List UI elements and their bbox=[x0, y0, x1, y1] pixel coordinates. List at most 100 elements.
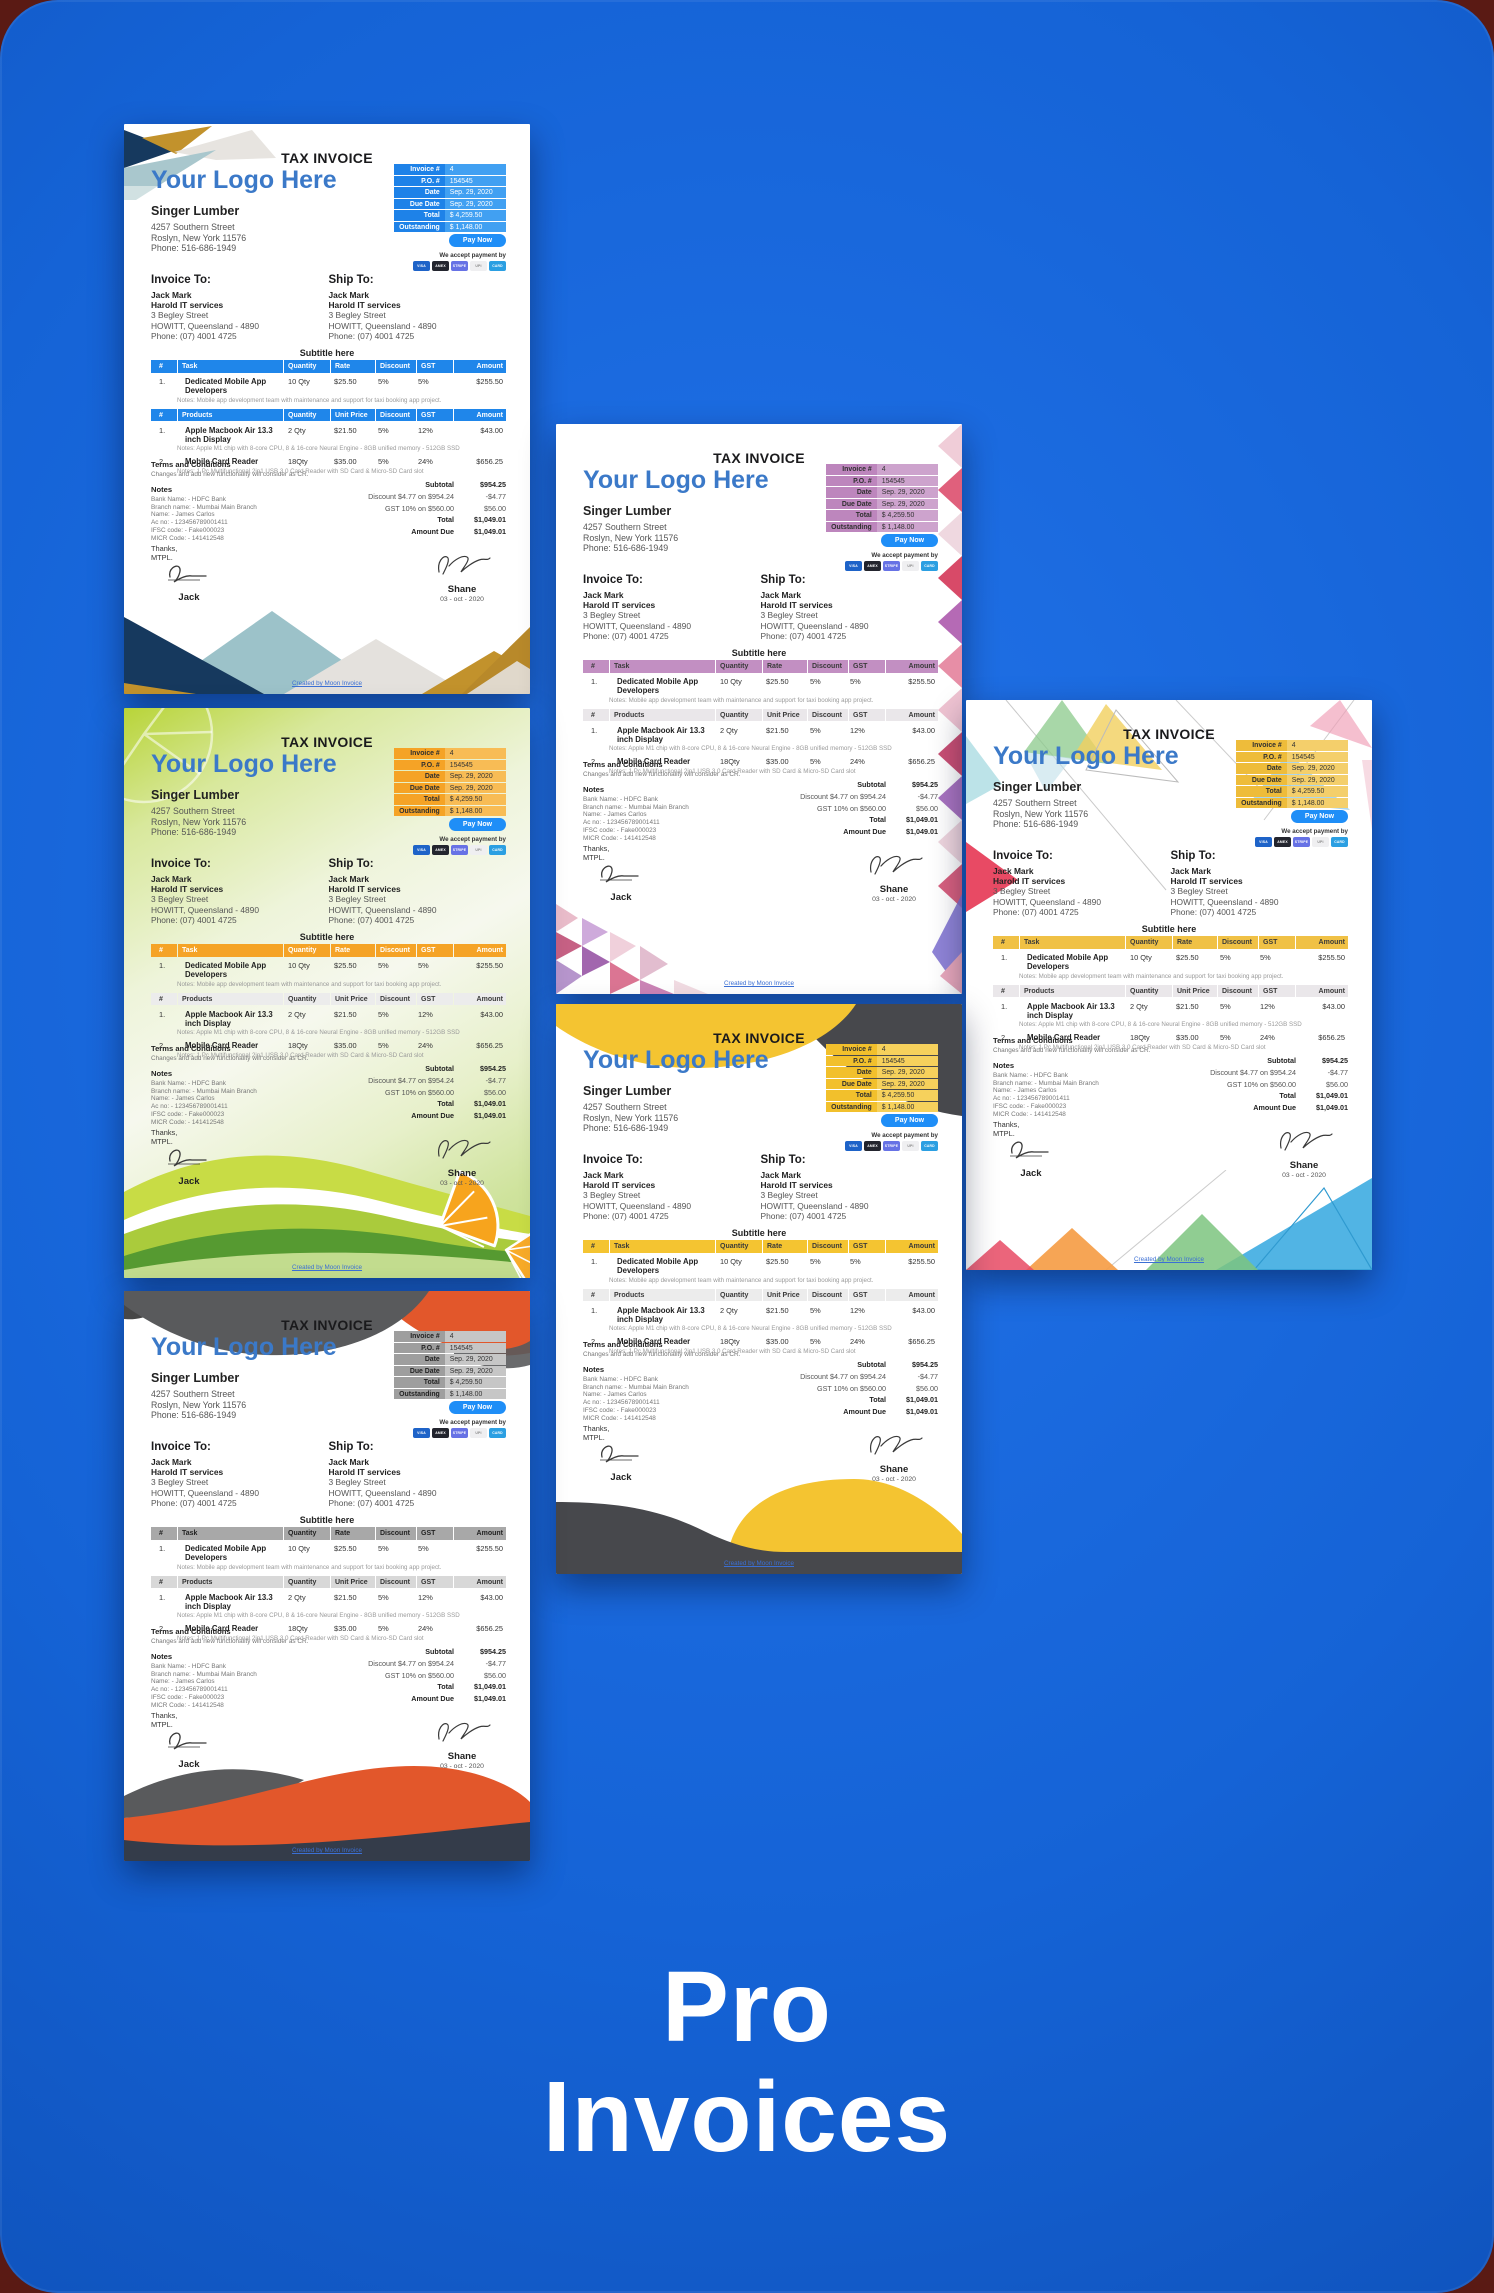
invoice-to-block: Invoice To: Jack Mark Harold IT services… bbox=[151, 1441, 329, 1508]
pay-now-button[interactable]: Pay Now bbox=[1291, 810, 1348, 823]
meta-label: Due Date bbox=[1236, 774, 1287, 785]
product-table-header: # Products Quantity Unit Price Discount … bbox=[151, 992, 506, 1005]
pay-now-button[interactable]: Pay Now bbox=[881, 534, 938, 547]
payment-badge-visa[interactable]: visa bbox=[413, 1428, 430, 1438]
payment-badge-stripe[interactable]: stripe bbox=[883, 1141, 900, 1151]
party-line: HOWITT, Queensland - 4890 bbox=[151, 1487, 259, 1498]
meta-row: Due Date Sep. 29, 2020 bbox=[826, 498, 938, 509]
party-line: Phone: (07) 4001 4725 bbox=[760, 1210, 847, 1221]
payment-badge-amex[interactable]: amex bbox=[864, 1141, 881, 1151]
payment-badge-card[interactable]: card bbox=[489, 261, 506, 271]
task-table-header: # Task Quantity Rate Discount GST Amount bbox=[151, 360, 506, 373]
header-cell: Discount bbox=[376, 1527, 416, 1540]
party-line: Jack Mark bbox=[993, 866, 1034, 876]
task-row: 1. Dedicated Mobile App Developers 10 Qt… bbox=[591, 1257, 935, 1275]
payment-badge-visa[interactable]: visa bbox=[413, 845, 430, 855]
party-line: Phone: (07) 4001 4725 bbox=[151, 1497, 237, 1508]
payment-badge-amex[interactable]: amex bbox=[432, 845, 449, 855]
product-row: 2. Mobile Card Reader 18Qty $35.00 5% 24… bbox=[159, 457, 503, 466]
company-address-line: 4257 Southern Street bbox=[151, 806, 235, 816]
payment-badge-upi[interactable]: upi bbox=[902, 561, 919, 571]
payment-badge-visa[interactable]: visa bbox=[845, 561, 862, 571]
note-line: Branch name: - Mumbai Main Branch bbox=[583, 803, 689, 811]
meta-value: 4 bbox=[444, 164, 506, 175]
payment-badge-visa[interactable]: visa bbox=[1255, 837, 1272, 847]
invoice-card-red-waves: TAX INVOICE Your Logo Here Singer Lumber… bbox=[124, 1291, 530, 1861]
pay-now-button[interactable]: Pay Now bbox=[881, 1114, 938, 1127]
meta-row: Date Sep. 29, 2020 bbox=[826, 487, 938, 498]
product-note: Notes: Apple M1 chip with 8-core CPU, 8 … bbox=[609, 1325, 892, 1332]
invoice-card-purple-mosaic: TAX INVOICE Your Logo Here Singer Lumber… bbox=[556, 424, 962, 994]
payment-badge-amex[interactable]: amex bbox=[432, 1428, 449, 1438]
pay-now-button[interactable]: Pay Now bbox=[449, 818, 506, 831]
payment-badges: visa amex stripe upi card bbox=[413, 845, 506, 855]
payment-badge-amex[interactable]: amex bbox=[864, 561, 881, 571]
payment-badge-card[interactable]: card bbox=[489, 845, 506, 855]
payment-badge-stripe[interactable]: stripe bbox=[451, 261, 468, 271]
payment-badge-visa[interactable]: visa bbox=[413, 261, 430, 271]
payment-badge-card[interactable]: card bbox=[921, 561, 938, 571]
payment-badge-upi[interactable]: upi bbox=[470, 261, 487, 271]
created-by-link[interactable]: Created by Moon Invoice bbox=[291, 680, 362, 687]
accept-payment-label: We accept payment by bbox=[1281, 828, 1348, 835]
payment-badge-card[interactable]: card bbox=[489, 1428, 506, 1438]
meta-label: Date bbox=[394, 187, 445, 198]
pay-now-button[interactable]: Pay Now bbox=[449, 234, 506, 247]
party-line: Jack Mark bbox=[328, 290, 370, 300]
page-title-line: Invoices bbox=[542, 2061, 952, 2173]
note-line: Name: - James Carlos bbox=[993, 1087, 1057, 1095]
header-cell: Amount bbox=[454, 360, 506, 373]
payment-badge-card[interactable]: card bbox=[1331, 837, 1348, 847]
header-cell: GST bbox=[417, 1527, 453, 1540]
header-cell: Task bbox=[178, 944, 283, 957]
payment-badge-amex[interactable]: amex bbox=[1274, 837, 1291, 847]
payment-badge-upi[interactable]: upi bbox=[470, 845, 487, 855]
task-row: 1. Dedicated Mobile App Developers 10 Qt… bbox=[591, 677, 935, 695]
party-line: Jack Mark bbox=[760, 590, 802, 600]
payment-badge-upi[interactable]: upi bbox=[470, 1428, 487, 1438]
invoice-meta-table: Invoice #4 P.O. #154545 Date Sep. 29, 202… bbox=[394, 164, 506, 233]
accept-payment-label: We accept payment by bbox=[439, 252, 506, 259]
ship-to-heading: Ship To: bbox=[760, 1154, 806, 1166]
payment-badge-upi[interactable]: upi bbox=[1312, 837, 1329, 847]
created-by-link[interactable]: Created by Moon Invoice bbox=[291, 1264, 362, 1271]
header-cell: Amount bbox=[886, 1288, 938, 1301]
payment-badge-stripe[interactable]: stripe bbox=[883, 561, 900, 571]
notes-section: Notes Bank Name: - HDFC Bank Branch name… bbox=[151, 1069, 351, 1126]
header-cell: Task bbox=[1020, 936, 1125, 949]
header-cell: Amount bbox=[454, 1575, 506, 1588]
company-name: Singer Lumber bbox=[151, 1371, 240, 1385]
company-address-line: Phone: 516-686-1949 bbox=[151, 1410, 237, 1421]
payment-badge-card[interactable]: card bbox=[921, 1141, 938, 1151]
created-by-link[interactable]: Created by Moon Invoice bbox=[723, 1560, 794, 1567]
note-line: Name: - James Carlos bbox=[151, 511, 215, 519]
signature-jack-icon bbox=[600, 1445, 639, 1463]
signature-shane-icon bbox=[438, 1722, 491, 1742]
company-address-line: Phone: 516-686-1949 bbox=[151, 827, 237, 838]
header-cell: Products bbox=[610, 708, 715, 721]
created-by-link[interactable]: Created by Moon Invoice bbox=[723, 980, 794, 987]
thanks-block: Thanks, MTPL. bbox=[151, 544, 177, 562]
payment-badge-visa[interactable]: visa bbox=[845, 1141, 862, 1151]
payment-badge-stripe[interactable]: stripe bbox=[1293, 837, 1310, 847]
pay-now-button[interactable]: Pay Now bbox=[449, 1401, 506, 1414]
header-cell: # bbox=[151, 360, 177, 373]
invoice-document: TAX INVOICE Your Logo Here Singer Lumber… bbox=[124, 708, 530, 1278]
header-cell: Amount bbox=[886, 708, 938, 721]
header-cell: Quantity bbox=[1126, 936, 1172, 949]
payment-badge-stripe[interactable]: stripe bbox=[451, 1428, 468, 1438]
party-line: HOWITT, Queensland - 4890 bbox=[583, 1200, 691, 1211]
meta-row: Outstanding $ 1,148.00 bbox=[394, 1388, 506, 1399]
meta-value: Sep. 29, 2020 bbox=[1286, 763, 1348, 774]
payment-badge-stripe[interactable]: stripe bbox=[451, 845, 468, 855]
payment-badge-upi[interactable]: upi bbox=[902, 1141, 919, 1151]
party-line: HOWITT, Queensland - 4890 bbox=[993, 896, 1101, 907]
meta-value: $ 1,148.00 bbox=[876, 521, 938, 532]
created-by-link[interactable]: Created by Moon Invoice bbox=[1133, 1256, 1204, 1263]
note-line: IFSC code: - Fake000023 bbox=[583, 1406, 657, 1414]
created-by-link[interactable]: Created by Moon Invoice bbox=[291, 1847, 362, 1854]
header-cell: Rate bbox=[331, 1527, 375, 1540]
header-cell: Discount bbox=[808, 1288, 848, 1301]
note-line: MICR Code: - 141412548 bbox=[151, 1701, 224, 1709]
payment-badge-amex[interactable]: amex bbox=[432, 261, 449, 271]
